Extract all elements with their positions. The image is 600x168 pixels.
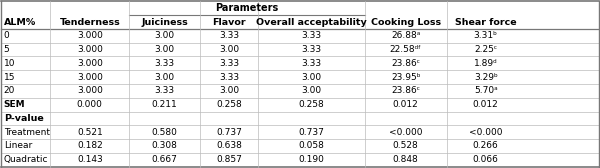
Text: 0.737: 0.737 [298,128,324,137]
Text: Overall acceptability: Overall acceptability [256,17,367,27]
Text: 0.266: 0.266 [473,141,499,151]
Text: Juiciness: Juiciness [141,17,188,27]
Text: 3.00: 3.00 [301,73,322,82]
Text: 3.33: 3.33 [154,59,175,68]
Text: 20: 20 [4,86,15,95]
Text: 0.182: 0.182 [77,141,103,151]
Text: 3.000: 3.000 [77,45,103,54]
Text: 0.848: 0.848 [393,155,419,164]
Text: 23.86ᶜ: 23.86ᶜ [391,59,420,68]
Text: 0.521: 0.521 [77,128,103,137]
Text: 26.88ᵃ: 26.88ᵃ [391,31,421,40]
Text: 0.058: 0.058 [298,141,324,151]
Text: 3.00: 3.00 [154,73,175,82]
Text: 0.857: 0.857 [216,155,242,164]
Text: 3.00: 3.00 [219,86,239,95]
Text: 3.00: 3.00 [154,31,175,40]
Text: 15: 15 [4,73,15,82]
Text: 2.25ᶜ: 2.25ᶜ [474,45,497,54]
Text: 3.33: 3.33 [301,45,322,54]
Text: 0.638: 0.638 [216,141,242,151]
Text: 0.012: 0.012 [393,100,419,109]
Text: 5: 5 [4,45,10,54]
Text: 0.528: 0.528 [393,141,419,151]
Text: 0.143: 0.143 [77,155,103,164]
Text: 1.89ᵈ: 1.89ᵈ [474,59,497,68]
Text: 0.667: 0.667 [151,155,178,164]
Text: 3.31ᵇ: 3.31ᵇ [474,31,498,40]
Text: 10: 10 [4,59,15,68]
Text: 23.95ᵇ: 23.95ᵇ [391,73,421,82]
Text: 0.737: 0.737 [216,128,242,137]
Text: 3.000: 3.000 [77,86,103,95]
Text: 3.000: 3.000 [77,31,103,40]
Text: Linear: Linear [4,141,32,151]
Text: <0.000: <0.000 [389,128,422,137]
Text: 3.33: 3.33 [301,59,322,68]
Text: Cooking Loss: Cooking Loss [371,17,441,27]
Text: 0.012: 0.012 [473,100,499,109]
Text: 3.000: 3.000 [77,73,103,82]
Text: 0.308: 0.308 [151,141,178,151]
Text: ALM%: ALM% [4,17,36,27]
Text: 3.33: 3.33 [301,31,322,40]
Text: Treatment: Treatment [4,128,50,137]
Text: 3.00: 3.00 [219,45,239,54]
Text: 3.00: 3.00 [301,86,322,95]
Text: 0.000: 0.000 [77,100,103,109]
Text: 3.33: 3.33 [154,86,175,95]
Text: 3.33: 3.33 [219,73,239,82]
Text: P-value: P-value [4,114,44,123]
Text: Quadratic: Quadratic [4,155,48,164]
Text: SEM: SEM [4,100,25,109]
Text: 0.258: 0.258 [216,100,242,109]
Text: 3.00: 3.00 [154,45,175,54]
Text: 0.580: 0.580 [151,128,178,137]
Text: 3.29ᵇ: 3.29ᵇ [474,73,497,82]
Text: 5.70ᵃ: 5.70ᵃ [474,86,497,95]
Text: <0.000: <0.000 [469,128,502,137]
Text: 0.211: 0.211 [152,100,178,109]
Text: 0: 0 [4,31,10,40]
Text: 3.33: 3.33 [219,31,239,40]
Text: 3.33: 3.33 [219,59,239,68]
Text: 23.86ᶜ: 23.86ᶜ [391,86,420,95]
Text: 3.000: 3.000 [77,59,103,68]
Text: 0.258: 0.258 [298,100,324,109]
Text: Flavor: Flavor [212,17,246,27]
Text: 0.190: 0.190 [298,155,324,164]
Text: 22.58ᵈᶠ: 22.58ᵈᶠ [390,45,422,54]
Text: Tenderness: Tenderness [59,17,120,27]
Text: Parameters: Parameters [215,3,278,13]
Text: Shear force: Shear force [455,17,517,27]
Text: 0.066: 0.066 [473,155,499,164]
